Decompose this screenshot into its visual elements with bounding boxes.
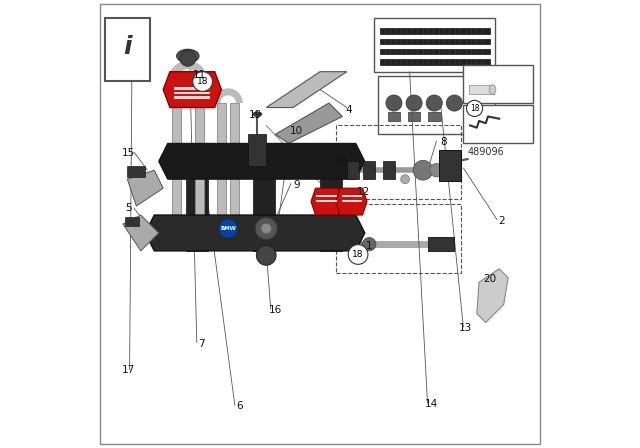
Polygon shape <box>163 72 221 108</box>
Polygon shape <box>123 215 159 251</box>
Bar <box>342 200 362 202</box>
Text: 14: 14 <box>424 399 438 409</box>
Text: 12: 12 <box>357 187 371 197</box>
Circle shape <box>193 72 212 91</box>
Bar <box>388 112 400 121</box>
Text: 20: 20 <box>483 274 496 284</box>
Polygon shape <box>266 72 347 108</box>
Bar <box>347 161 360 179</box>
Bar <box>374 18 495 72</box>
Text: 8: 8 <box>440 137 447 147</box>
Bar <box>316 195 337 197</box>
Circle shape <box>430 164 444 177</box>
Ellipse shape <box>489 85 496 95</box>
Text: i: i <box>123 35 132 59</box>
Text: 13: 13 <box>459 323 472 333</box>
Circle shape <box>446 95 463 111</box>
Bar <box>248 134 266 166</box>
Bar <box>336 125 461 199</box>
Bar <box>378 76 495 134</box>
Bar <box>380 59 490 65</box>
Circle shape <box>467 100 483 116</box>
Circle shape <box>406 95 422 111</box>
Circle shape <box>255 217 278 240</box>
Text: 11: 11 <box>193 70 205 80</box>
Bar <box>174 87 210 90</box>
Polygon shape <box>145 215 365 251</box>
Polygon shape <box>127 170 163 206</box>
Circle shape <box>386 95 402 111</box>
Text: 18: 18 <box>197 77 209 86</box>
Bar <box>380 39 490 44</box>
Bar <box>195 81 204 215</box>
Text: 18: 18 <box>353 250 364 259</box>
Circle shape <box>413 160 433 180</box>
Bar <box>105 18 150 81</box>
Text: 18: 18 <box>470 104 479 113</box>
Bar <box>316 200 337 202</box>
Circle shape <box>261 223 271 234</box>
Bar <box>439 150 461 181</box>
Text: 1: 1 <box>366 241 372 250</box>
Text: 19: 19 <box>248 110 262 120</box>
Circle shape <box>218 219 238 238</box>
Circle shape <box>180 50 196 66</box>
Bar <box>230 103 239 215</box>
Text: 489096: 489096 <box>467 147 504 157</box>
Text: 5: 5 <box>125 203 132 213</box>
Bar <box>320 179 342 251</box>
Bar <box>172 81 181 215</box>
Text: 2: 2 <box>498 216 505 226</box>
Bar <box>428 237 454 251</box>
Bar <box>186 179 208 251</box>
Bar <box>380 49 490 54</box>
Bar <box>127 166 145 177</box>
Text: 7: 7 <box>198 339 205 349</box>
Bar <box>362 161 375 179</box>
Ellipse shape <box>253 112 262 116</box>
Bar <box>463 65 532 103</box>
Bar <box>125 217 139 226</box>
Circle shape <box>257 246 276 265</box>
Text: 16: 16 <box>269 305 282 315</box>
Text: 19: 19 <box>335 157 348 167</box>
Bar <box>336 204 461 273</box>
Circle shape <box>401 175 410 184</box>
Circle shape <box>426 95 442 111</box>
Bar <box>428 112 440 121</box>
Circle shape <box>348 245 368 264</box>
Circle shape <box>362 237 376 251</box>
Bar <box>217 103 226 215</box>
Text: 6: 6 <box>236 401 243 411</box>
Polygon shape <box>311 188 342 215</box>
Bar <box>463 105 532 143</box>
Polygon shape <box>159 143 365 179</box>
Text: 15: 15 <box>122 148 135 158</box>
Polygon shape <box>477 269 508 323</box>
Text: 4: 4 <box>346 105 353 115</box>
Text: BMW: BMW <box>220 226 236 231</box>
Polygon shape <box>336 188 367 215</box>
Bar <box>342 195 362 197</box>
Text: 10: 10 <box>290 126 303 136</box>
Bar <box>380 28 490 34</box>
Polygon shape <box>275 103 342 143</box>
Ellipse shape <box>177 49 199 63</box>
Text: 9: 9 <box>293 180 300 190</box>
Bar <box>383 161 396 179</box>
Bar <box>174 96 210 99</box>
Bar <box>174 92 210 94</box>
Bar <box>253 179 275 251</box>
Text: 17: 17 <box>122 366 135 375</box>
Bar <box>408 112 420 121</box>
Bar <box>469 85 494 94</box>
